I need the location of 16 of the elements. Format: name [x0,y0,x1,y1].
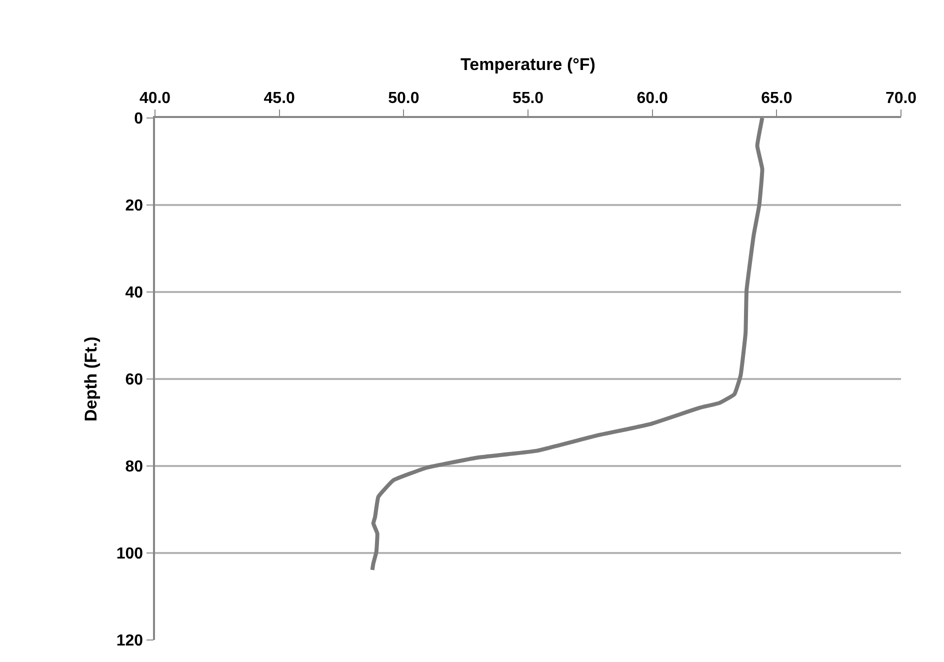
x-axis-title: Temperature (°F) [460,54,596,74]
x-tick-label: 65.0 [761,90,792,107]
y-tick-label: 40 [125,284,144,302]
y-tick-label: 80 [125,458,144,476]
x-tick-label: 50.0 [388,90,420,107]
y-tick-label: 100 [116,546,144,563]
y-tick-label: 20 [125,198,144,215]
x-tick-label: 60.0 [636,90,668,107]
y-tick-label: 60 [125,372,144,389]
y-tick-label: 120 [116,632,144,650]
x-tick-label: 70.0 [885,90,917,107]
x-tick-label: 40.0 [139,90,171,107]
x-tick-label: 55.0 [512,90,544,107]
y-axis-title: Depth (Ft.) [81,336,100,422]
y-tick-label: 0 [134,110,144,128]
x-tick-label: 45.0 [264,90,295,107]
